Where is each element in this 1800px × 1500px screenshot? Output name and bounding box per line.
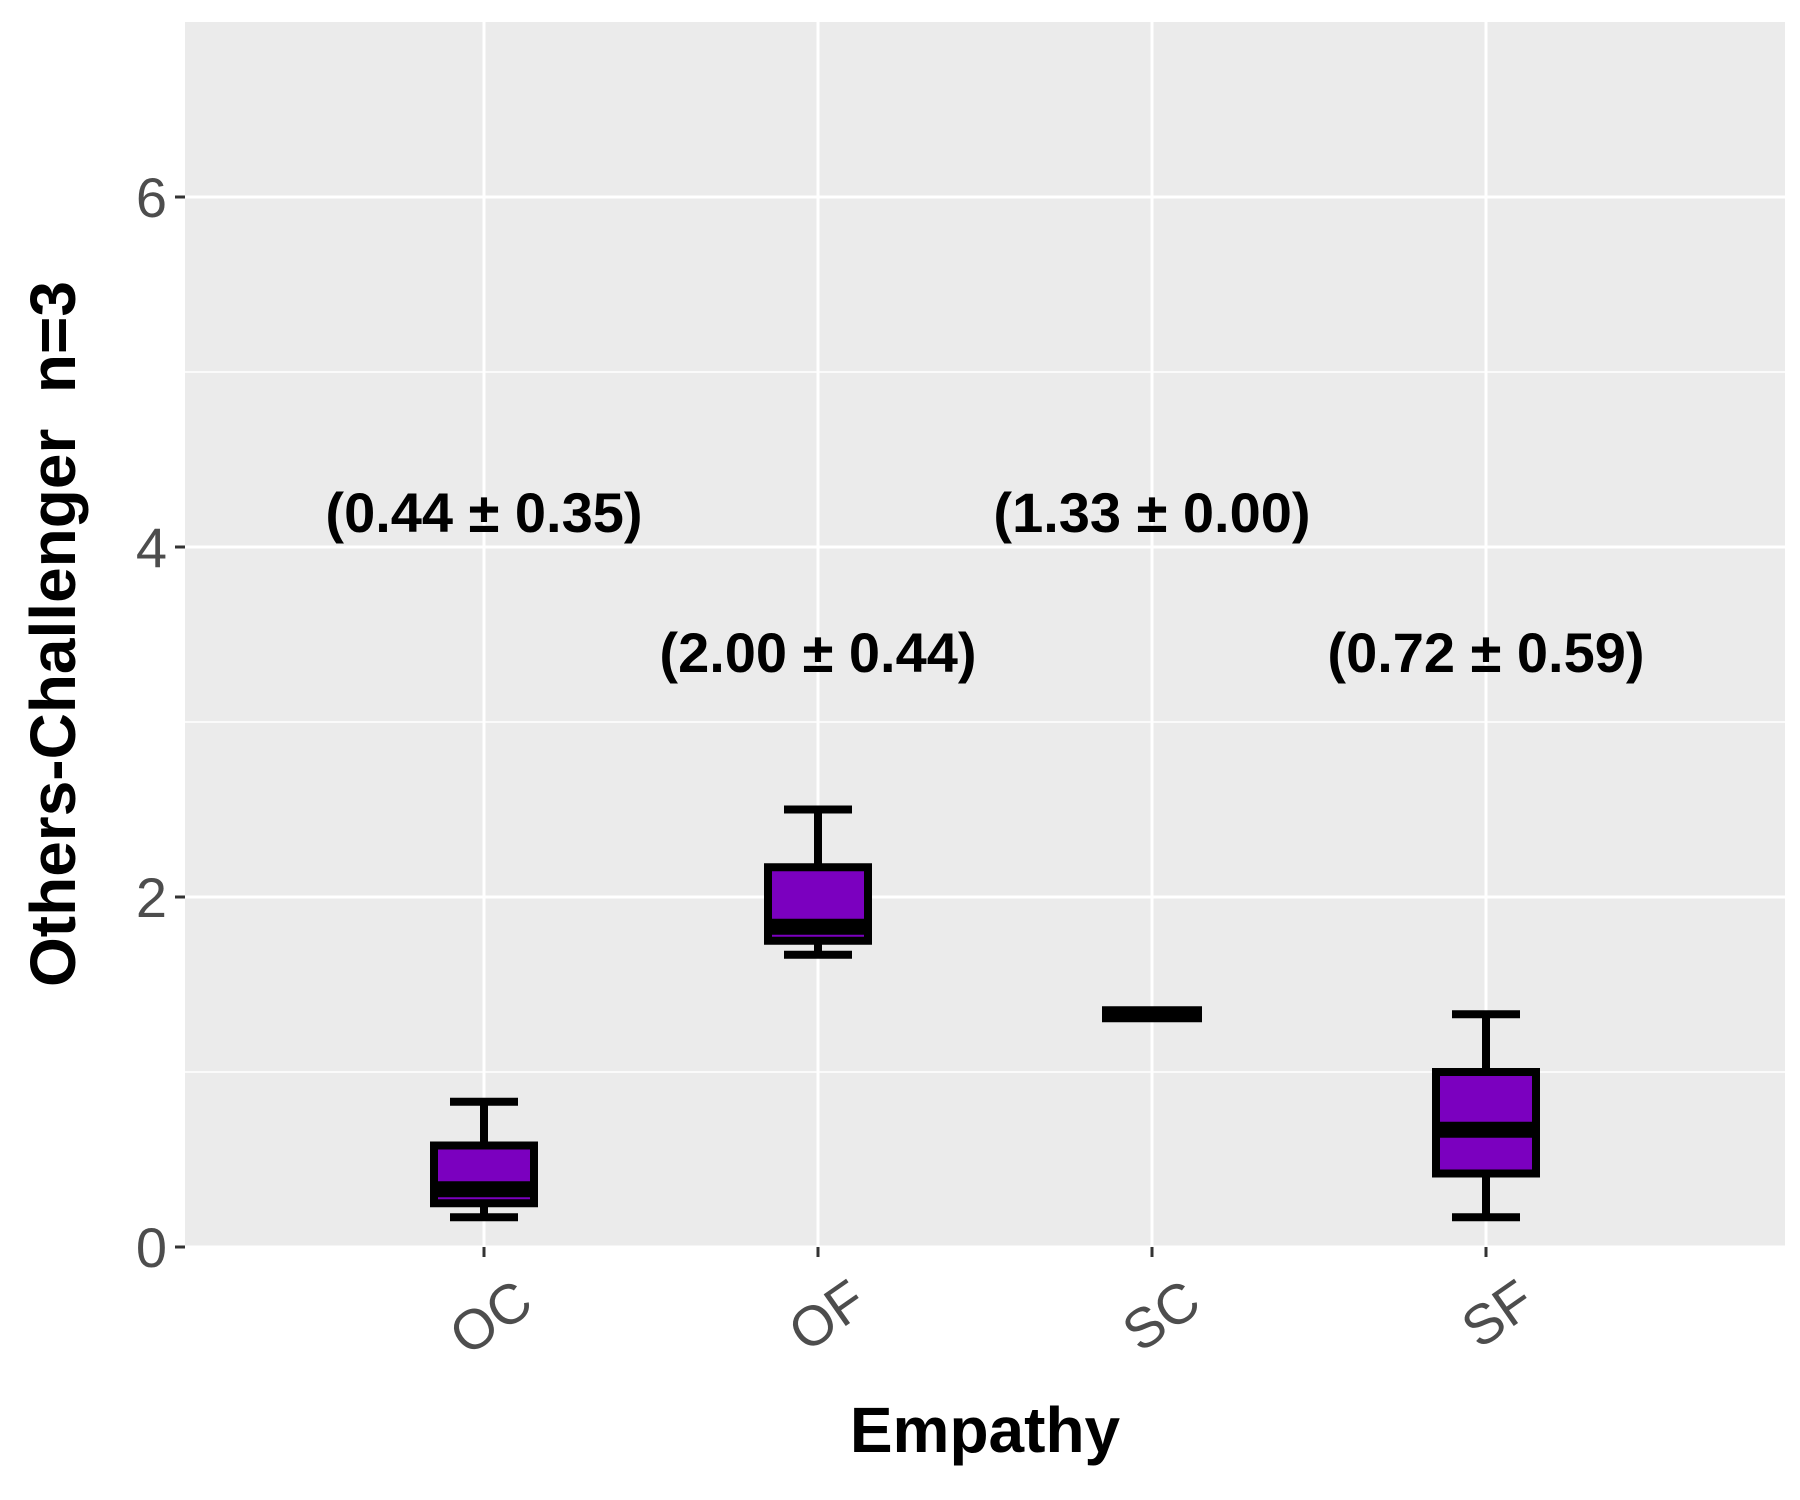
x-tick-label: OC xyxy=(438,1267,543,1367)
annotations: (0.44 ± 0.35) (2.00 ± 0.44) (1.33 ± 0.00) (… xyxy=(325,481,1644,684)
box-median xyxy=(1102,1006,1202,1023)
y-tick-label: 6 xyxy=(136,166,167,229)
annotation-SF: (0.72 ± 0.59) xyxy=(1327,621,1644,684)
box-OC xyxy=(430,1097,538,1222)
x-axis: OC OF SC SF xyxy=(438,1247,1545,1367)
box-OF xyxy=(764,805,872,959)
annotation-OF: (2.00 ± 0.44) xyxy=(659,621,976,684)
x-axis-title: Empathy xyxy=(850,1394,1121,1466)
y-tick-label: 4 xyxy=(136,516,167,579)
y-axis: 0 2 4 6 xyxy=(136,166,185,1279)
box-SF xyxy=(1432,1010,1540,1222)
box-SC xyxy=(1102,1006,1202,1023)
y-axis-title: Others-Challenger n=3 xyxy=(17,281,89,987)
y-tick-label: 0 xyxy=(136,1216,167,1279)
x-tick-label: SC xyxy=(1111,1267,1211,1363)
y-tick-label: 2 xyxy=(136,866,167,929)
box-series xyxy=(430,805,1540,1222)
x-tick-label: SF xyxy=(1450,1267,1545,1360)
annotation-OC: (0.44 ± 0.35) xyxy=(325,481,642,544)
plot-panel xyxy=(185,22,1785,1247)
x-tick-label: OF xyxy=(777,1267,877,1363)
annotation-SC: (1.33 ± 0.00) xyxy=(993,481,1310,544)
